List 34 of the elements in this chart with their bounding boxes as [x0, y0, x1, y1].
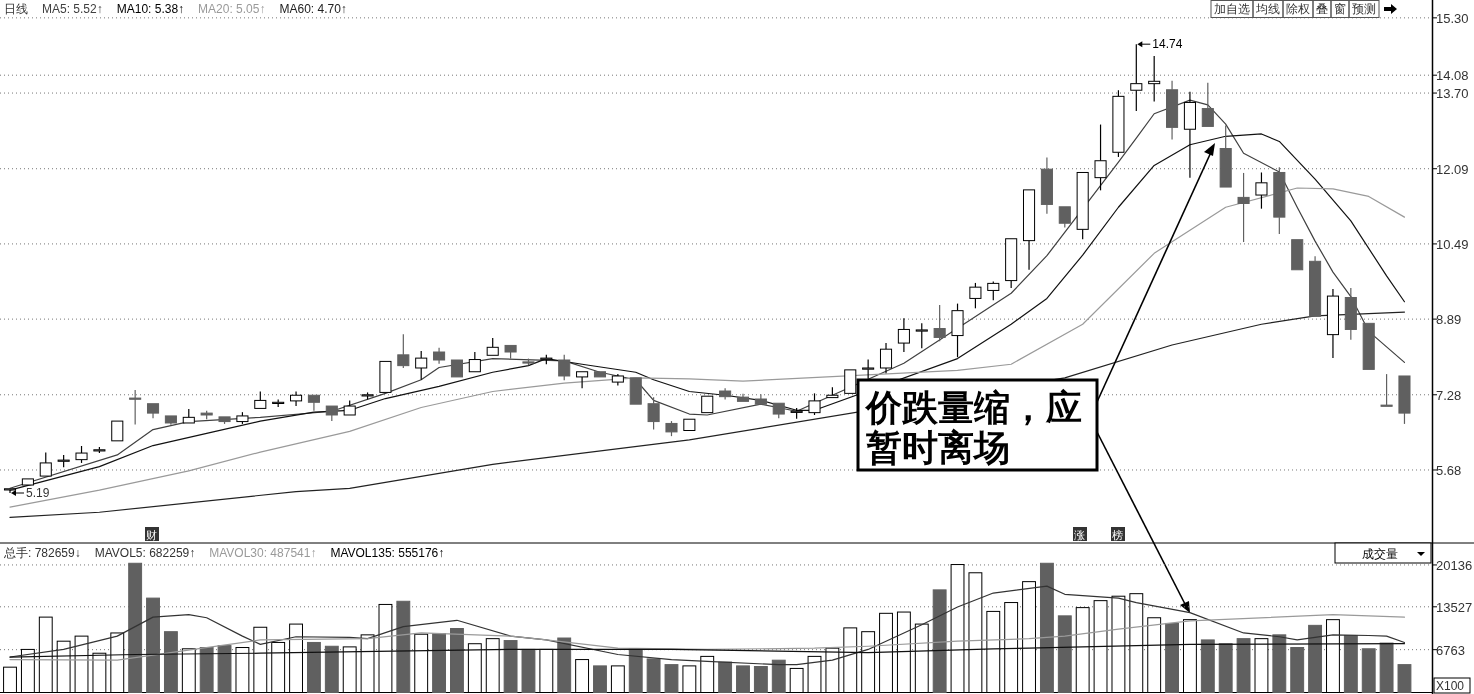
- annotation: 预测: [1352, 2, 1376, 16]
- text: X100: [1436, 679, 1465, 693]
- text: MA20: 5.05↑: [198, 2, 266, 16]
- annotation: 成交量: [1362, 547, 1398, 561]
- y-tick-label: 10.49: [1436, 236, 1469, 252]
- annotation: 14.74: [1152, 37, 1183, 52]
- annotation: 叠: [1316, 2, 1328, 16]
- annotation: 均线: [1255, 2, 1280, 16]
- y-tick-label: 6763: [1436, 642, 1465, 658]
- y-tick-label: 8.89: [1436, 312, 1462, 328]
- y-tick-label: 20136: [1436, 557, 1473, 573]
- annotation: 加自选: [1214, 2, 1250, 16]
- annotation: 榜: [1112, 529, 1123, 541]
- y-tick-label: 12.09: [1436, 161, 1469, 177]
- annotation: 财: [146, 529, 157, 541]
- text: MA5: 5.52↑: [42, 2, 103, 16]
- annotation: 窗: [1334, 2, 1346, 16]
- annotation: 价跌量缩，应暂时离场: [864, 388, 1082, 468]
- y-tick-label: 14.08: [1436, 68, 1469, 84]
- annotation: 除权: [1286, 2, 1310, 16]
- text: MA10: 5.38↑: [116, 2, 185, 16]
- annotation: 总手: 782659↓: [3, 546, 81, 560]
- text: MA60: 4.70↑: [279, 2, 347, 16]
- y-tick-label: 13.70: [1436, 86, 1469, 102]
- y-tick-label: 7.28: [1436, 387, 1462, 403]
- y-tick-label: 15.30: [1436, 10, 1469, 26]
- text: MAVOL5: 682259↑: [94, 546, 196, 560]
- y-tick-label: 13527: [1436, 599, 1473, 615]
- annotation: 5.19: [26, 486, 50, 500]
- annotation: 涨: [1074, 529, 1085, 541]
- annotation: 日线: [4, 2, 28, 16]
- text: MAVOL30: 487541↑: [209, 546, 317, 560]
- y-tick-label: 5.68: [1436, 462, 1462, 478]
- text: MAVOL135: 555176↑: [330, 546, 445, 560]
